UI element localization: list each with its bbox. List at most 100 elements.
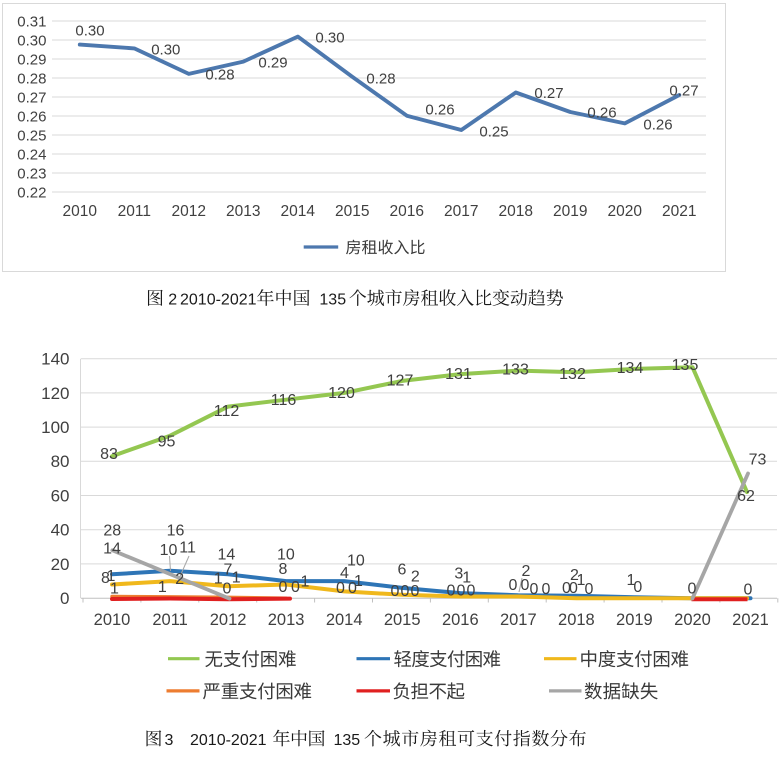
svg-text:0: 0 — [411, 583, 420, 600]
svg-text:0: 0 — [744, 581, 753, 598]
svg-text:80: 80 — [51, 452, 70, 471]
svg-text:0: 0 — [585, 581, 594, 598]
svg-text:20: 20 — [51, 555, 70, 574]
svg-text:1: 1 — [462, 570, 471, 587]
svg-text:0: 0 — [336, 580, 345, 597]
svg-text:0.30: 0.30 — [75, 22, 104, 39]
svg-text:6: 6 — [397, 562, 406, 579]
svg-text:120: 120 — [328, 385, 355, 402]
svg-text:3: 3 — [454, 566, 463, 583]
svg-text:2010: 2010 — [63, 203, 98, 220]
svg-text:133: 133 — [502, 362, 529, 379]
svg-text:73: 73 — [749, 452, 767, 469]
svg-text:2020: 2020 — [608, 203, 643, 220]
svg-text:127: 127 — [387, 373, 414, 390]
svg-text:2014: 2014 — [326, 611, 363, 629]
svg-text:0: 0 — [457, 583, 466, 600]
svg-text:0.28: 0.28 — [366, 70, 395, 87]
svg-text:0.26: 0.26 — [587, 104, 616, 121]
svg-text:0: 0 — [348, 580, 357, 597]
svg-text:2: 2 — [168, 292, 177, 309]
svg-text:10: 10 — [347, 552, 365, 569]
svg-text:0.24: 0.24 — [17, 146, 46, 163]
svg-text:2017: 2017 — [500, 611, 537, 629]
svg-text:95: 95 — [158, 434, 176, 451]
svg-text:0: 0 — [447, 583, 456, 600]
svg-text:2010-2021: 2010-2021 — [190, 732, 267, 749]
svg-text:2011: 2011 — [118, 203, 151, 220]
svg-text:116: 116 — [271, 392, 297, 409]
svg-text:140: 140 — [41, 350, 69, 369]
svg-text:0.25: 0.25 — [479, 123, 508, 140]
svg-text:1: 1 — [232, 569, 241, 586]
svg-text:0: 0 — [401, 583, 410, 600]
svg-text:0: 0 — [60, 589, 69, 608]
svg-text:0.29: 0.29 — [17, 51, 46, 68]
svg-text:0: 0 — [279, 579, 288, 596]
svg-text:0.30: 0.30 — [17, 32, 46, 49]
svg-text:2: 2 — [570, 567, 579, 584]
svg-text:2017: 2017 — [444, 203, 478, 220]
svg-text:0: 0 — [223, 581, 232, 598]
svg-text:7: 7 — [224, 562, 233, 579]
svg-text:0.30: 0.30 — [315, 29, 344, 46]
svg-text:1: 1 — [627, 572, 636, 589]
svg-text:2: 2 — [175, 571, 184, 588]
svg-text:2016: 2016 — [442, 611, 479, 629]
svg-text:8: 8 — [101, 570, 110, 587]
svg-text:0: 0 — [569, 580, 578, 597]
svg-text:1: 1 — [158, 579, 167, 596]
svg-text:135: 135 — [672, 357, 699, 374]
svg-text:120: 120 — [41, 384, 69, 403]
svg-text:0: 0 — [391, 583, 400, 600]
svg-text:0: 0 — [687, 581, 696, 598]
svg-text:3: 3 — [165, 732, 174, 749]
svg-text:0.27: 0.27 — [17, 89, 46, 106]
svg-text:60: 60 — [51, 486, 70, 505]
svg-text:100: 100 — [41, 418, 69, 437]
svg-text:2013: 2013 — [268, 611, 305, 629]
svg-text:2012: 2012 — [172, 203, 206, 220]
svg-text:135: 135 — [334, 732, 361, 749]
svg-text:0: 0 — [542, 581, 551, 598]
svg-text:1: 1 — [107, 568, 116, 585]
svg-text:0.28: 0.28 — [17, 70, 46, 87]
svg-text:2018: 2018 — [499, 203, 533, 220]
svg-text:4: 4 — [340, 565, 349, 582]
svg-text:0.28: 0.28 — [205, 66, 234, 83]
svg-text:2021: 2021 — [662, 203, 696, 220]
svg-text:0.23: 0.23 — [17, 165, 46, 182]
svg-text:1: 1 — [576, 572, 585, 589]
svg-text:2015: 2015 — [384, 611, 421, 629]
svg-text:1: 1 — [110, 581, 119, 598]
svg-text:0.27: 0.27 — [534, 85, 563, 102]
svg-text:0: 0 — [633, 579, 642, 596]
svg-text:2011: 2011 — [152, 611, 187, 629]
svg-text:2015: 2015 — [335, 203, 369, 220]
svg-text:134: 134 — [617, 360, 644, 377]
svg-text:2019: 2019 — [616, 611, 653, 629]
svg-text:2020: 2020 — [674, 611, 711, 629]
svg-text:0: 0 — [467, 583, 476, 600]
svg-text:0: 0 — [562, 580, 571, 597]
svg-text:0.31: 0.31 — [17, 13, 46, 30]
svg-text:0.30: 0.30 — [151, 41, 180, 58]
svg-text:1: 1 — [214, 570, 223, 587]
svg-text:0.26: 0.26 — [17, 108, 46, 125]
svg-text:2010: 2010 — [94, 611, 131, 629]
svg-text:2013: 2013 — [226, 203, 260, 220]
svg-text:62: 62 — [737, 488, 755, 505]
svg-text:1: 1 — [354, 573, 363, 590]
svg-text:2010-2021: 2010-2021 — [180, 292, 257, 309]
svg-text:0.22: 0.22 — [17, 184, 46, 201]
svg-text:83: 83 — [100, 446, 118, 463]
svg-text:2: 2 — [522, 563, 531, 580]
svg-text:10: 10 — [160, 542, 178, 559]
svg-text:112: 112 — [214, 403, 240, 420]
svg-text:0: 0 — [530, 581, 539, 598]
svg-text:0: 0 — [521, 577, 530, 594]
svg-text:0.26: 0.26 — [643, 116, 672, 133]
svg-text:2: 2 — [411, 569, 420, 586]
svg-text:0.29: 0.29 — [258, 54, 287, 71]
svg-text:40: 40 — [51, 521, 70, 540]
